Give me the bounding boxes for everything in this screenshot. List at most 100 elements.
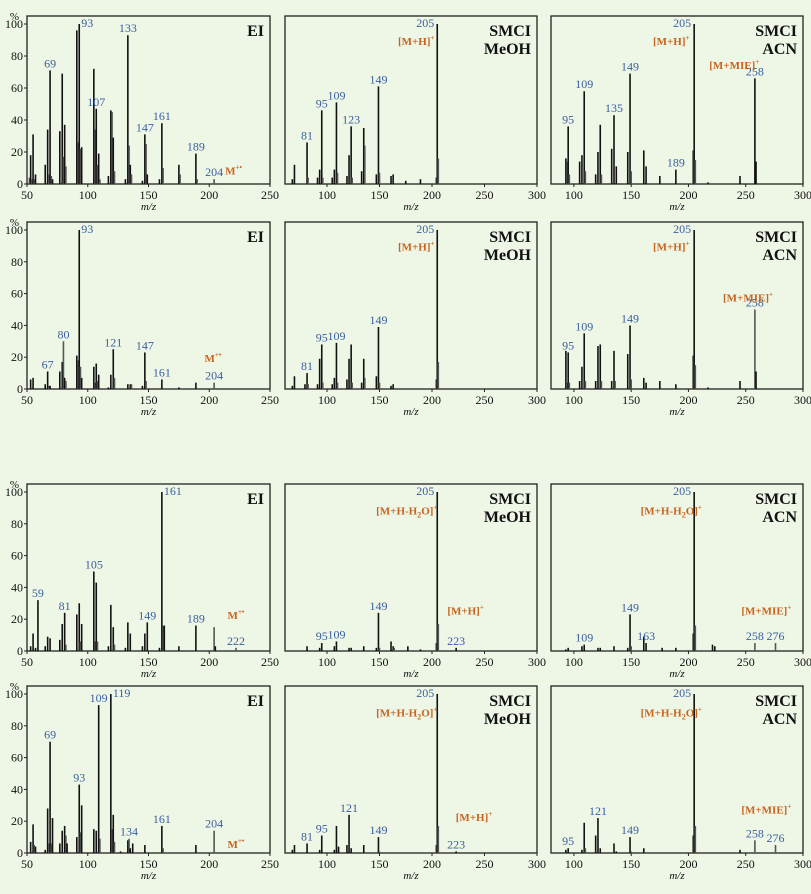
ion-assignment-label: M+•: [204, 351, 221, 365]
peak-mz-label: 205: [416, 686, 434, 700]
ion-formula: M: [228, 839, 239, 851]
ion-assignment-label: M+•: [228, 837, 245, 851]
peak-mz-label: 69: [44, 728, 56, 742]
ion-subscript: 2: [417, 510, 421, 519]
peak-mz-label: 95: [562, 834, 574, 848]
y-tick-label: 80: [11, 49, 23, 63]
x-tick-label: 50: [21, 655, 33, 669]
panel-title: SMCI: [755, 491, 797, 508]
peak-mz-label: 109: [327, 329, 345, 343]
y-tick-label: 0: [17, 177, 23, 191]
peak-mz-label: 81: [301, 128, 313, 142]
plot-frame: [284, 221, 538, 390]
y-tick-label: 40: [11, 318, 23, 332]
y-tick-label: 40: [11, 113, 23, 127]
peak-mz-label: 109: [575, 319, 593, 333]
peak-mz-label: 135: [605, 101, 623, 115]
peak-mz-label: 147: [136, 338, 154, 352]
peak-mz-label: 161: [164, 484, 182, 498]
y-tick-label: 40: [11, 782, 23, 796]
x-tick-label: 150: [371, 857, 389, 871]
x-tick-label: 200: [679, 655, 697, 669]
peak-mz-label: 205: [416, 16, 434, 30]
y-tick-label: 20: [11, 612, 23, 626]
y-tick-label: 20: [11, 145, 23, 159]
y-tick-label: 100: [5, 485, 23, 499]
x-tick-label: 100: [565, 188, 583, 202]
panel-title: SMCI: [489, 229, 531, 246]
y-tick-label: 20: [11, 814, 23, 828]
plot-frame: [284, 15, 538, 185]
ion-formula-tail: O]: [686, 505, 698, 517]
ion-assignment-label: [M+MIE]+: [723, 291, 773, 305]
y-tick-label: 100: [5, 17, 23, 31]
peak-mz-label: 149: [621, 60, 639, 74]
peak-mz-label: 81: [301, 359, 313, 373]
ion-formula: [M+H]: [398, 36, 431, 48]
peak-mz-label: 81: [59, 599, 71, 613]
x-tick-label: 150: [140, 655, 158, 669]
peak-mz-label: 149: [621, 823, 639, 837]
ion-formula-tail: O]: [421, 707, 433, 719]
y-tick-label: 0: [17, 846, 23, 860]
peak-mz-label: 93: [73, 771, 85, 785]
peak-mz-label: 258: [746, 296, 764, 310]
x-tick-label: 300: [528, 655, 546, 669]
ion-formula: [M+H]: [456, 812, 489, 824]
peak-mz-label: 109: [90, 691, 108, 705]
peak-mz-label: 81: [301, 829, 313, 843]
peak-mz-label: 189: [187, 140, 205, 154]
x-tick-label: 250: [261, 655, 279, 669]
ion-assignment-label: [M+MIE]+: [741, 603, 791, 617]
peak-mz-label: 80: [57, 327, 69, 341]
peak-mz-label: 189: [187, 612, 205, 626]
x-tick-label: 150: [371, 188, 389, 202]
x-tick-label: 100: [318, 188, 336, 202]
peak-mz-label: 163: [637, 629, 655, 643]
ion-assignment-label: [M+H]+: [653, 240, 690, 254]
ion-formula: [M+MIE]: [741, 804, 787, 816]
x-tick-label: 200: [200, 188, 218, 202]
ion-charge: +: [698, 705, 702, 713]
peak-mz-label: 205: [416, 222, 434, 236]
panel-subtitle: ACN: [762, 247, 797, 264]
panel-subtitle: MeOH: [484, 509, 532, 526]
peak-mz-label: 133: [119, 21, 137, 35]
peak-mz-label: 161: [153, 812, 171, 826]
x-tick-label: 250: [737, 655, 755, 669]
x-axis-label: m/z: [403, 870, 419, 882]
ion-formula: [M+H]: [447, 605, 480, 617]
ion-subscript: 2: [682, 510, 686, 519]
y-tick-label: 80: [11, 517, 23, 531]
ion-formula: [M+H]: [398, 242, 431, 254]
peak-mz-label: 204: [205, 369, 223, 383]
x-axis-label: m/z: [403, 406, 419, 418]
y-tick-label: 60: [11, 287, 23, 301]
x-tick-label: 150: [622, 188, 640, 202]
ion-assignment-label: [M+H-H2O]+: [376, 705, 437, 721]
peak-mz-label: 149: [369, 72, 387, 86]
panel-subtitle: MeOH: [484, 711, 532, 728]
ion-formula: [M+H-H: [376, 707, 418, 719]
ion-formula: [M+MIE]: [723, 293, 769, 305]
peak-mz-label: 205: [673, 484, 691, 498]
x-tick-label: 150: [371, 655, 389, 669]
plot-frame: [550, 685, 804, 854]
ion-charge: +: [769, 291, 773, 299]
x-axis-label: m/z: [141, 201, 157, 213]
x-tick-label: 300: [794, 188, 811, 202]
x-axis-label: m/z: [403, 668, 419, 680]
ion-formula: M: [204, 353, 215, 365]
x-tick-label: 300: [528, 393, 546, 407]
x-tick-label: 100: [318, 655, 336, 669]
x-tick-label: 100: [79, 655, 97, 669]
ion-subscript: 2: [682, 712, 686, 721]
x-tick-label: 300: [528, 857, 546, 871]
ion-charge: +: [480, 603, 484, 611]
peak-mz-label: 205: [673, 686, 691, 700]
peak-mz-label: 189: [667, 156, 685, 170]
x-axis-label: m/z: [141, 668, 157, 680]
